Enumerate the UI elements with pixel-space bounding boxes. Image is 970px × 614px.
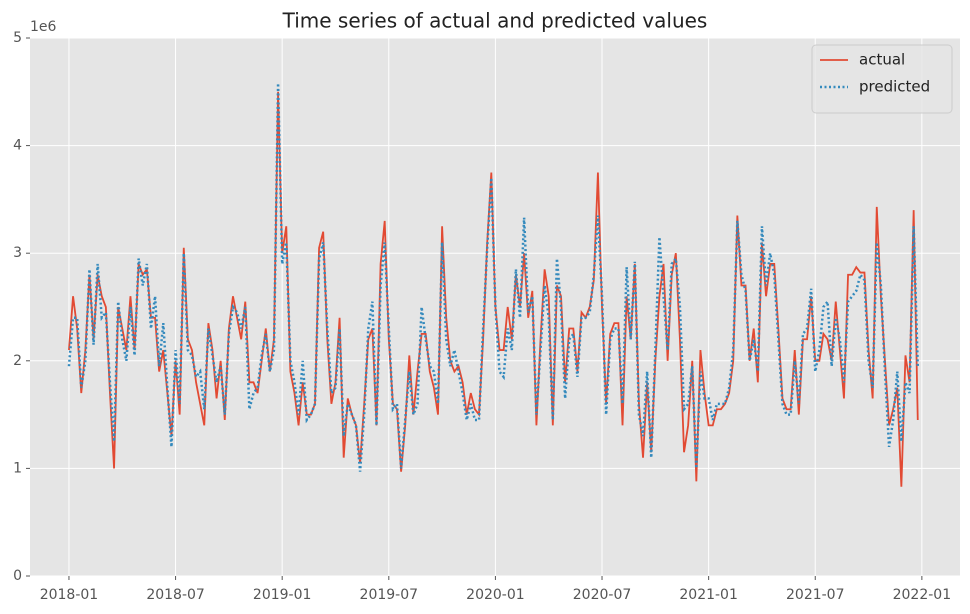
legend-label: predicted xyxy=(859,78,930,96)
y-offset-label: 1e6 xyxy=(30,19,57,35)
legend-label: actual xyxy=(859,51,905,69)
x-tick-label: 2018-01 xyxy=(40,587,99,603)
series-line xyxy=(67,83,920,472)
x-tick-label: 2021-07 xyxy=(786,587,845,603)
x-tick-label: 2022-01 xyxy=(893,587,952,603)
y-tick-label: 0 xyxy=(13,568,22,584)
y-tick-label: 3 xyxy=(13,245,22,261)
y-tick-label: 2 xyxy=(13,353,22,369)
x-tick-label: 2018-07 xyxy=(146,587,205,603)
y-tick-label: 5 xyxy=(13,30,22,46)
chart-title: Time series of actual and predicted valu… xyxy=(282,9,708,33)
x-tick-label: 2020-01 xyxy=(466,587,525,603)
x-tick-label: 2021-01 xyxy=(679,587,738,603)
y-tick-label: 1 xyxy=(13,460,22,476)
x-tick-label: 2020-07 xyxy=(573,587,632,603)
legend-box xyxy=(811,44,953,114)
x-tick-label: 2019-07 xyxy=(360,587,419,603)
y-tick-label: 4 xyxy=(13,138,22,154)
x-tick-label: 2019-01 xyxy=(253,587,312,603)
